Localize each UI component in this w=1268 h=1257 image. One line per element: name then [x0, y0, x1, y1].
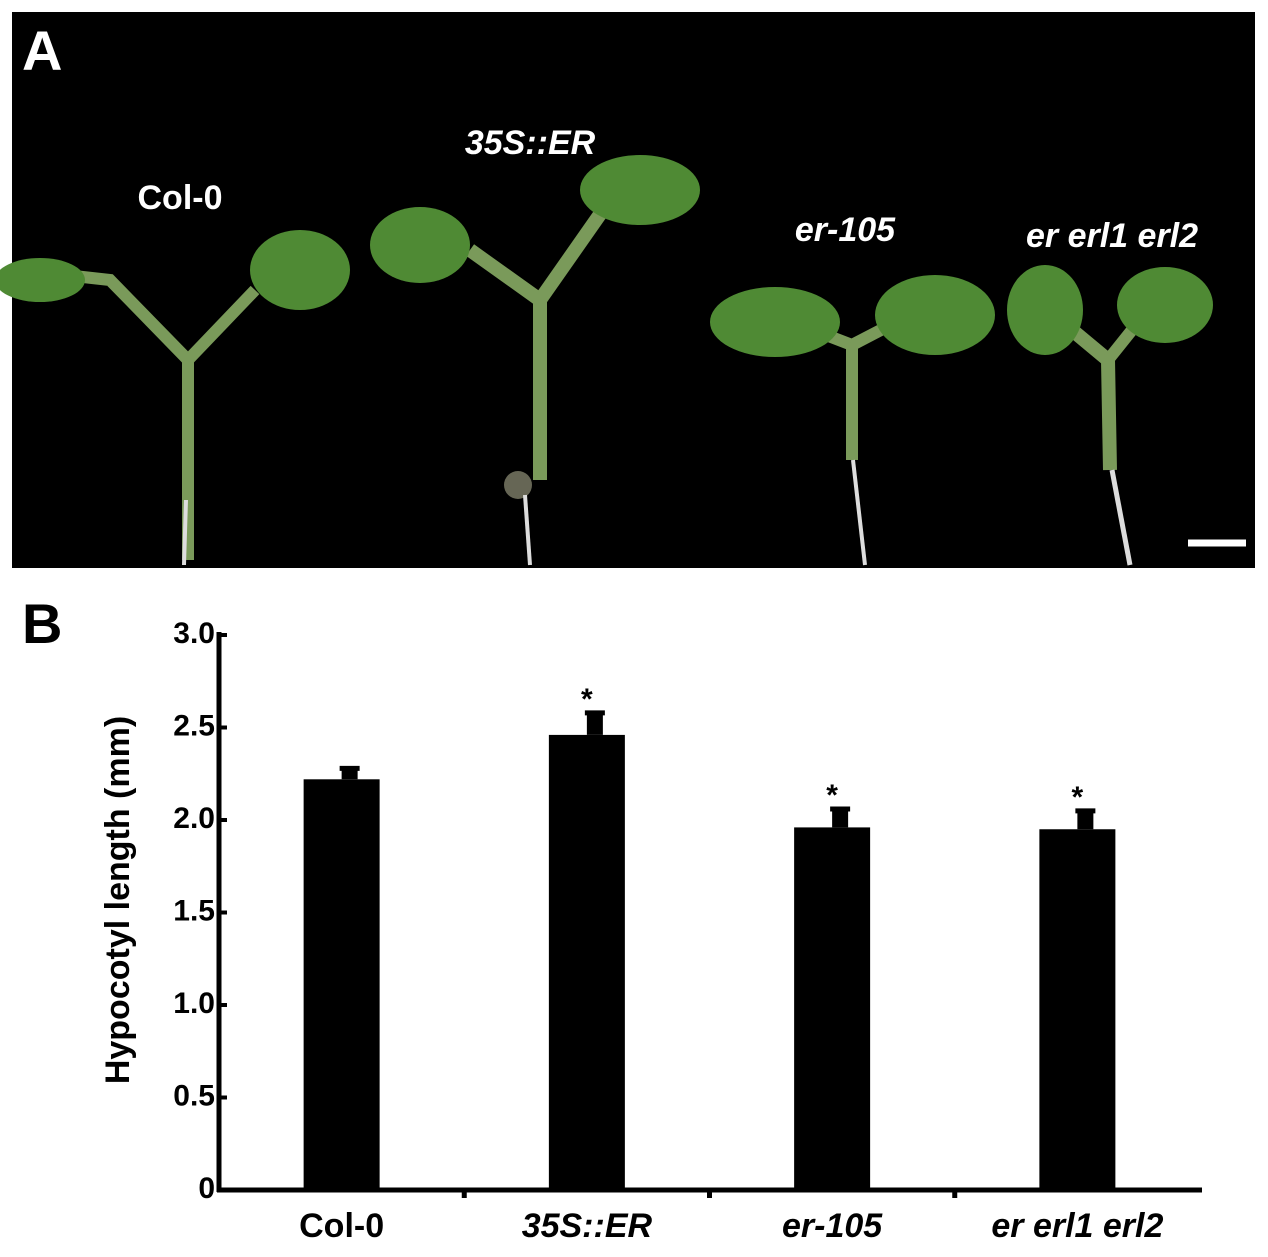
bar — [303, 779, 380, 1190]
bar — [794, 827, 871, 1190]
significance-mark: * — [581, 683, 593, 716]
y-axis-label: Hypocotyl length (mm) — [99, 716, 137, 1084]
y-tick-label: 2.5 — [173, 709, 215, 742]
genotype-label: er-105 — [795, 211, 896, 249]
y-tick-label: 0.5 — [173, 1079, 215, 1112]
seedling — [0, 230, 350, 566]
x-tick-label: 35S::ER — [522, 1207, 653, 1245]
x-tick-label: er erl1 erl2 — [991, 1207, 1163, 1245]
genotype-label: Col-0 — [138, 179, 223, 217]
bar — [548, 734, 625, 1190]
genotype-label: 35S::ER — [465, 124, 596, 162]
panel-label: A — [22, 19, 62, 82]
y-tick-label: 2.0 — [173, 802, 215, 835]
x-tick-label: Col-0 — [299, 1207, 384, 1245]
y-tick-label: 1.5 — [173, 894, 215, 927]
y-tick-label: 3.0 — [173, 617, 215, 650]
seedling — [1007, 265, 1213, 566]
seedling — [710, 275, 995, 566]
y-tick-label: 1.0 — [173, 987, 215, 1020]
panel-label: B — [22, 592, 62, 655]
seedling-illustrations — [0, 155, 1213, 566]
y-tick-label: 0 — [198, 1172, 215, 1205]
seedling — [370, 155, 700, 566]
bar — [1039, 829, 1116, 1190]
significance-mark: * — [826, 779, 838, 812]
significance-mark: * — [1072, 781, 1084, 814]
genotype-label: er erl1 erl2 — [1026, 217, 1198, 255]
x-tick-label: er-105 — [782, 1207, 883, 1245]
